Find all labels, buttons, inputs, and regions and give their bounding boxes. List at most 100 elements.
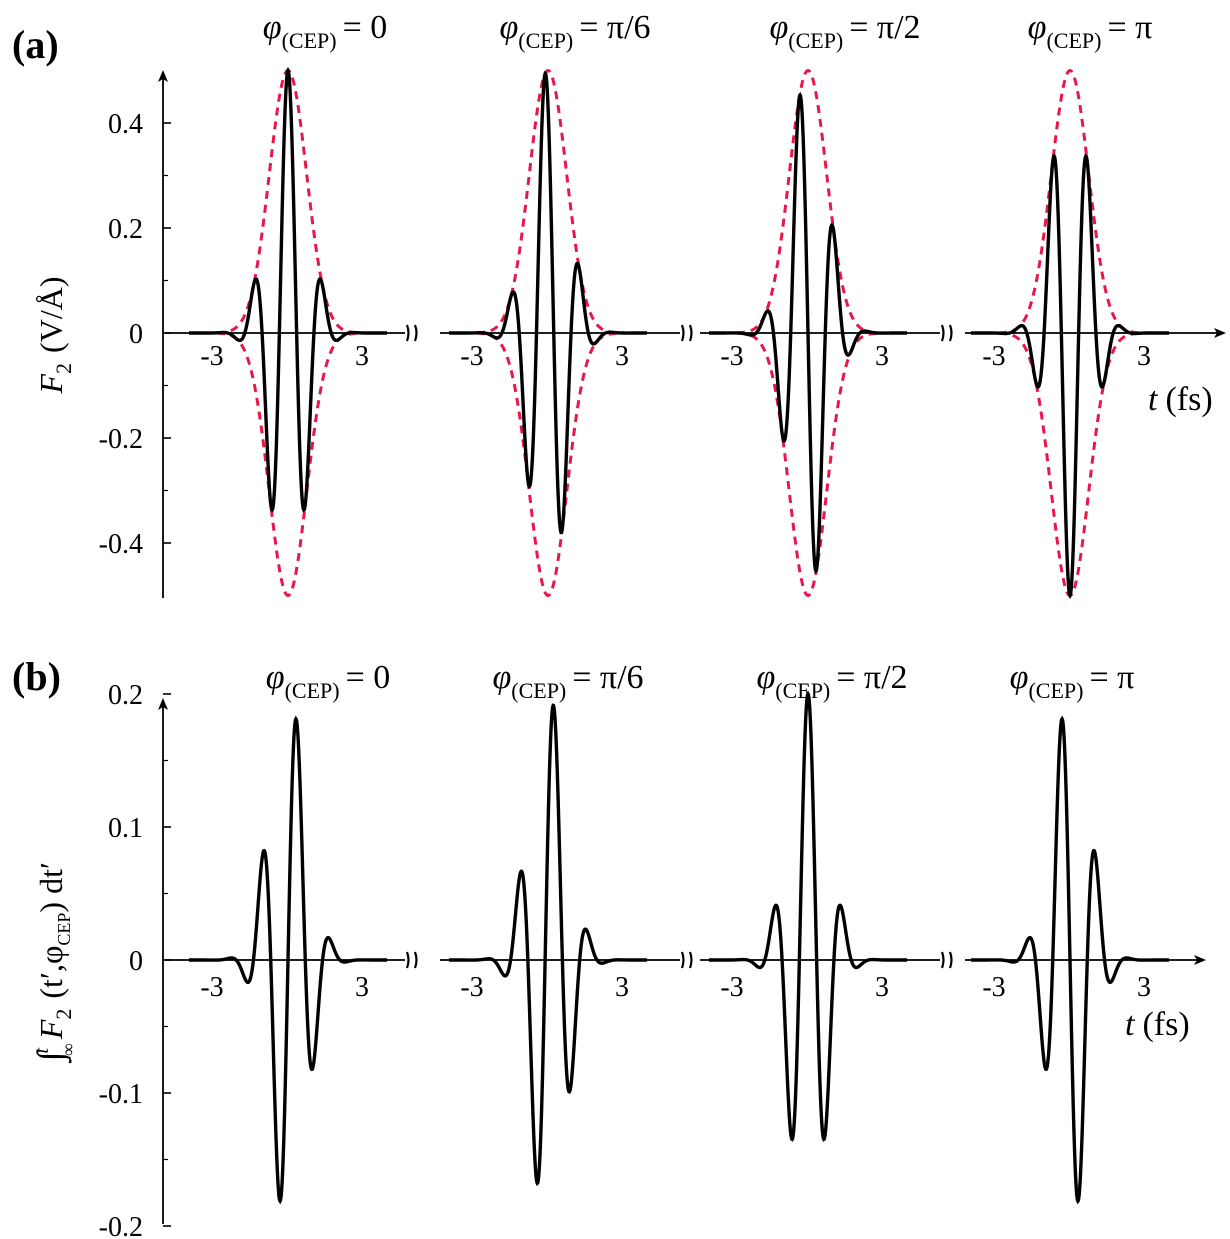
panel-b-cep-label: φ(CEP) = π/2	[756, 659, 907, 703]
panel-a-x-ticks: -3 3 -3 3 -3 3 -3 3	[200, 341, 1151, 372]
panel-b-y-label-lower: -∞	[58, 1043, 78, 1062]
panel-a-cep-label: φ(CEP) = π/2	[769, 9, 920, 53]
panel-a-x-label-unit: (fs)	[1165, 381, 1212, 418]
panel-b-y-ticks: 0.2 0.1 0 -0.1 -0.2	[99, 680, 171, 1239]
panel-a-cep-value: = 0	[343, 9, 388, 46]
panel-a-cep-label: φ(CEP) = π	[1028, 9, 1153, 53]
panel-a-x-label: t (fs)	[1148, 381, 1213, 418]
panel-b-y-label-tail: ) dt′	[33, 862, 69, 913]
panel-a-y-tick-label: -0.2	[99, 424, 143, 455]
panel-b-axis-break-icon	[405, 951, 418, 969]
panel-a-x-tick-label: -3	[200, 341, 223, 372]
panel-b-x-tick-label: 3	[1137, 972, 1151, 1003]
panel-a-curves	[189, 66, 1169, 600]
panel-a-cep-var: φ	[499, 9, 518, 46]
panel-b-x-tick-label: -3	[982, 972, 1005, 1003]
panel-a-axis-break-icon	[405, 324, 418, 342]
panel-b-x-tick-label: -3	[200, 972, 223, 1003]
panel-a-annotations: φ(CEP) = 0 φ(CEP) = π/6 φ(CEP) = π/2 φ(CEP) = π	[263, 9, 1153, 53]
panel-b-x-tick-label: -3	[720, 972, 743, 1003]
panel-a-cep-value: = π/2	[849, 9, 920, 46]
panel-b-y-tick-label: 0.2	[108, 680, 143, 711]
panel-b-y-label: ∫t -∞ F2 (t′,φCEP) dt′	[30, 862, 78, 1063]
panel-b-cep-value: = π	[1089, 659, 1134, 696]
panel-b-x-tick-label: -3	[460, 972, 483, 1003]
panel-b-y-label-sub: 2	[51, 1009, 76, 1020]
panel-b-y-tick-label: 0	[129, 946, 143, 977]
panel-a-envelope-upper	[971, 68, 1169, 335]
panel-b-cep-value: = π/2	[836, 659, 907, 696]
panel-b-x-tick-label: 3	[615, 972, 629, 1003]
panel-a-x-tick-label: 3	[615, 341, 629, 372]
panel-b-y-label-args: (t′,φ	[33, 946, 69, 999]
panel-a-x-tick-label: -3	[720, 341, 743, 372]
panel-b-integral-line	[971, 715, 1169, 1205]
panel-b-y-tick-label: -0.1	[99, 1079, 143, 1110]
panel-a-cep-sub: (CEP)	[518, 28, 573, 53]
panel-b-cep-var: φ	[756, 659, 775, 696]
panel-b-label: (b)	[12, 654, 61, 699]
panel-b-axis-break-icon	[680, 951, 693, 969]
panel-a-axis-break-icon	[940, 324, 953, 342]
panel-b-x-label-unit: (fs)	[1142, 1006, 1189, 1043]
panel-b: (b) 0.20.10-0.1-0.2 ∫t -∞F2(t′,φCEP) dt′ …	[12, 654, 1206, 1239]
panel-a-x-tick-label: 3	[1137, 341, 1151, 372]
panel-b-y-label-args-sub: CEP	[54, 913, 74, 946]
panel-a-y-label-unit: (V/Å)	[33, 277, 69, 353]
panel-b-y-label-int: ∫	[30, 1049, 72, 1063]
panel-b-integral-line	[449, 703, 647, 1187]
panel-a-envelope-lower	[449, 331, 647, 598]
panel-b-cep-sub: (CEP)	[285, 678, 340, 703]
panel-a-cep-sub: (CEP)	[1046, 28, 1101, 53]
panel-b-y-tick-label: -0.2	[99, 1212, 143, 1239]
panel-a-cep-sub: (CEP)	[788, 28, 843, 53]
panel-b-x-tick-label: 3	[875, 972, 889, 1003]
panel-b-cep-var: φ	[492, 659, 511, 696]
panel-b-cep-label: φ(CEP) = π/6	[492, 659, 643, 703]
panel-b-axis-break-icon	[940, 951, 953, 969]
panel-b-curves	[189, 690, 1169, 1205]
panel-b-integral-line	[189, 715, 387, 1205]
panel-a-y-label-var: F	[33, 373, 69, 394]
panel-a-x-tick-label: 3	[875, 341, 889, 372]
panel-a-y-tick-label: -0.4	[99, 529, 143, 560]
panel-a-field-line	[971, 153, 1169, 600]
panel-a-cep-value: = π	[1107, 9, 1152, 46]
panel-b-cep-sub: (CEP)	[775, 678, 830, 703]
panel-b-x-tick-label: 3	[355, 972, 369, 1003]
panel-a-y-label-sub: 2	[51, 363, 76, 374]
panel-a-cep-label: φ(CEP) = 0	[263, 9, 388, 53]
panel-a-field-line	[449, 70, 647, 535]
panel-a-envelope-lower	[971, 331, 1169, 598]
panel-b-cep-var: φ	[266, 659, 285, 696]
panel-b-y-label-upper: t	[31, 1048, 53, 1054]
panel-a-axis-break-icon	[680, 324, 693, 342]
panel-a-cep-var: φ	[1028, 9, 1047, 46]
panel-a-y-label: F2 (V/Å)	[33, 277, 76, 395]
panel-a-cep-var: φ	[769, 9, 788, 46]
panel-a-envelope-upper	[189, 68, 387, 335]
panel-b-cep-label: φ(CEP) = π	[1010, 659, 1135, 703]
panel-a-cep-label: φ(CEP) = π/6	[499, 9, 650, 53]
panel-a-y-tick-label: 0	[129, 319, 143, 350]
panel-a-y-tick-label: 0.4	[108, 109, 143, 140]
panel-a-x-tick-label: 3	[355, 341, 369, 372]
panel-a-cep-sub: (CEP)	[282, 28, 337, 53]
panel-a-envelope-lower	[189, 331, 387, 598]
panel-a-y-tick-label: 0.2	[108, 214, 143, 245]
panel-b-integral-line	[709, 690, 907, 1142]
panel-b-cep-var: φ	[1010, 659, 1029, 696]
panel-a: (a) 0.40.20-0.2-0.4 F2(V/Å) t (fs) φ(CEP)…	[12, 9, 1226, 600]
panel-a-x-tick-label: -3	[982, 341, 1005, 372]
panel-b-x-label: t (fs)	[1125, 1006, 1190, 1043]
panel-b-cep-value: = 0	[346, 659, 391, 696]
panel-a-cep-value: = π/6	[579, 9, 650, 46]
panel-b-cep-sub: (CEP)	[1028, 678, 1083, 703]
panel-b-cep-label: φ(CEP) = 0	[266, 659, 391, 703]
panel-b-y-tick-label: 0.1	[108, 813, 143, 844]
panel-a-y-ticks: 0.4 0.2 0 -0.2 -0.4	[99, 109, 171, 560]
panel-b-x-ticks: -3 3 -3 3 -3 3 -3 3	[200, 972, 1151, 1003]
panel-a-x-tick-label: -3	[460, 341, 483, 372]
panel-b-annotations: φ(CEP) = 0 φ(CEP) = π/6 φ(CEP) = π/2 φ(CEP) = π	[266, 659, 1135, 703]
